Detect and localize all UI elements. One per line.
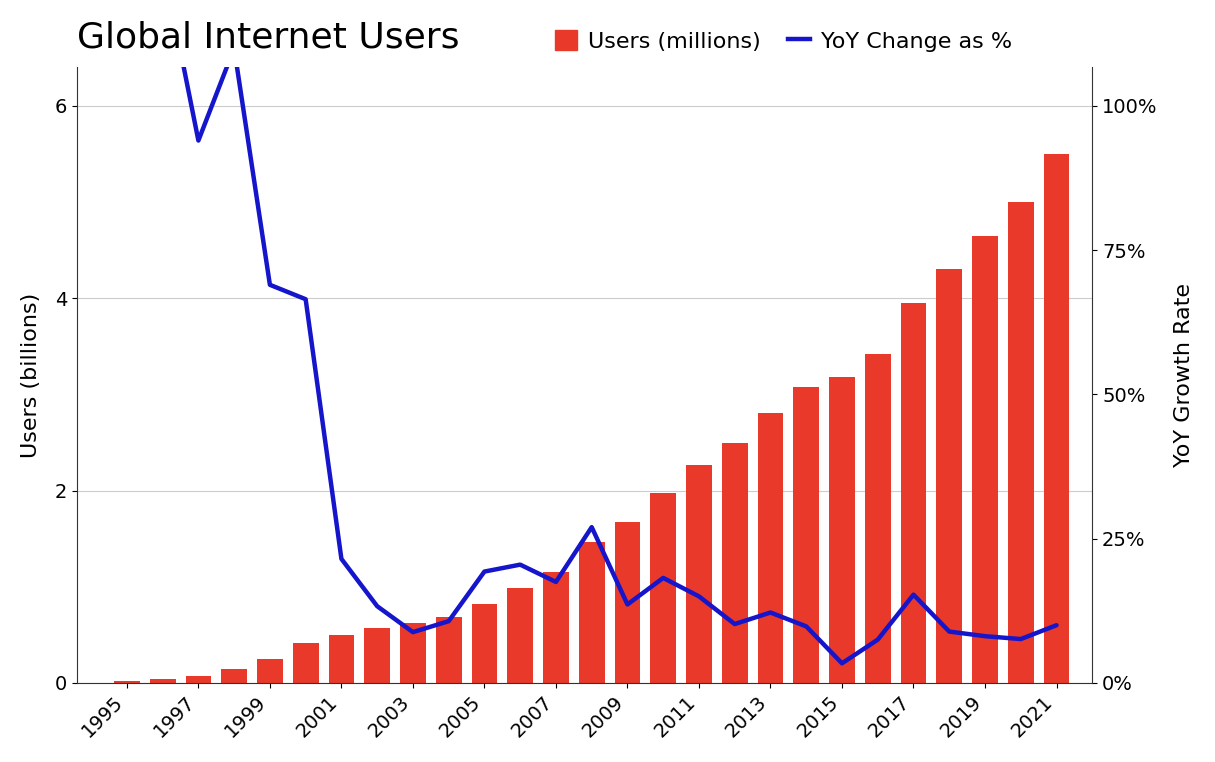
Legend: Users (millions), YoY Change as %: Users (millions), YoY Change as % [555, 30, 1012, 52]
Bar [793, 387, 819, 683]
Bar [543, 572, 569, 683]
Bar [758, 413, 784, 683]
Bar [829, 376, 855, 683]
Bar [900, 303, 926, 683]
Bar [221, 669, 247, 683]
Bar [149, 680, 175, 683]
Bar [508, 588, 533, 683]
Bar [722, 443, 747, 683]
Y-axis label: Users (billions): Users (billions) [21, 293, 41, 458]
Bar [937, 269, 962, 683]
Bar [364, 628, 390, 683]
Bar [650, 493, 676, 683]
Bar [114, 681, 140, 683]
Bar [400, 623, 425, 683]
Bar [258, 659, 283, 683]
Bar [578, 542, 605, 683]
Bar [293, 643, 318, 683]
Bar [686, 465, 712, 683]
Bar [615, 523, 640, 683]
Bar [436, 617, 462, 683]
Bar [1044, 154, 1069, 683]
Bar [865, 354, 891, 683]
Bar [186, 676, 211, 683]
Y-axis label: YoY Growth Rate: YoY Growth Rate [1174, 283, 1194, 467]
Bar [1008, 202, 1034, 683]
Bar [328, 635, 355, 683]
Bar [471, 604, 497, 683]
Text: Global Internet Users: Global Internet Users [77, 21, 459, 55]
Bar [972, 235, 998, 683]
